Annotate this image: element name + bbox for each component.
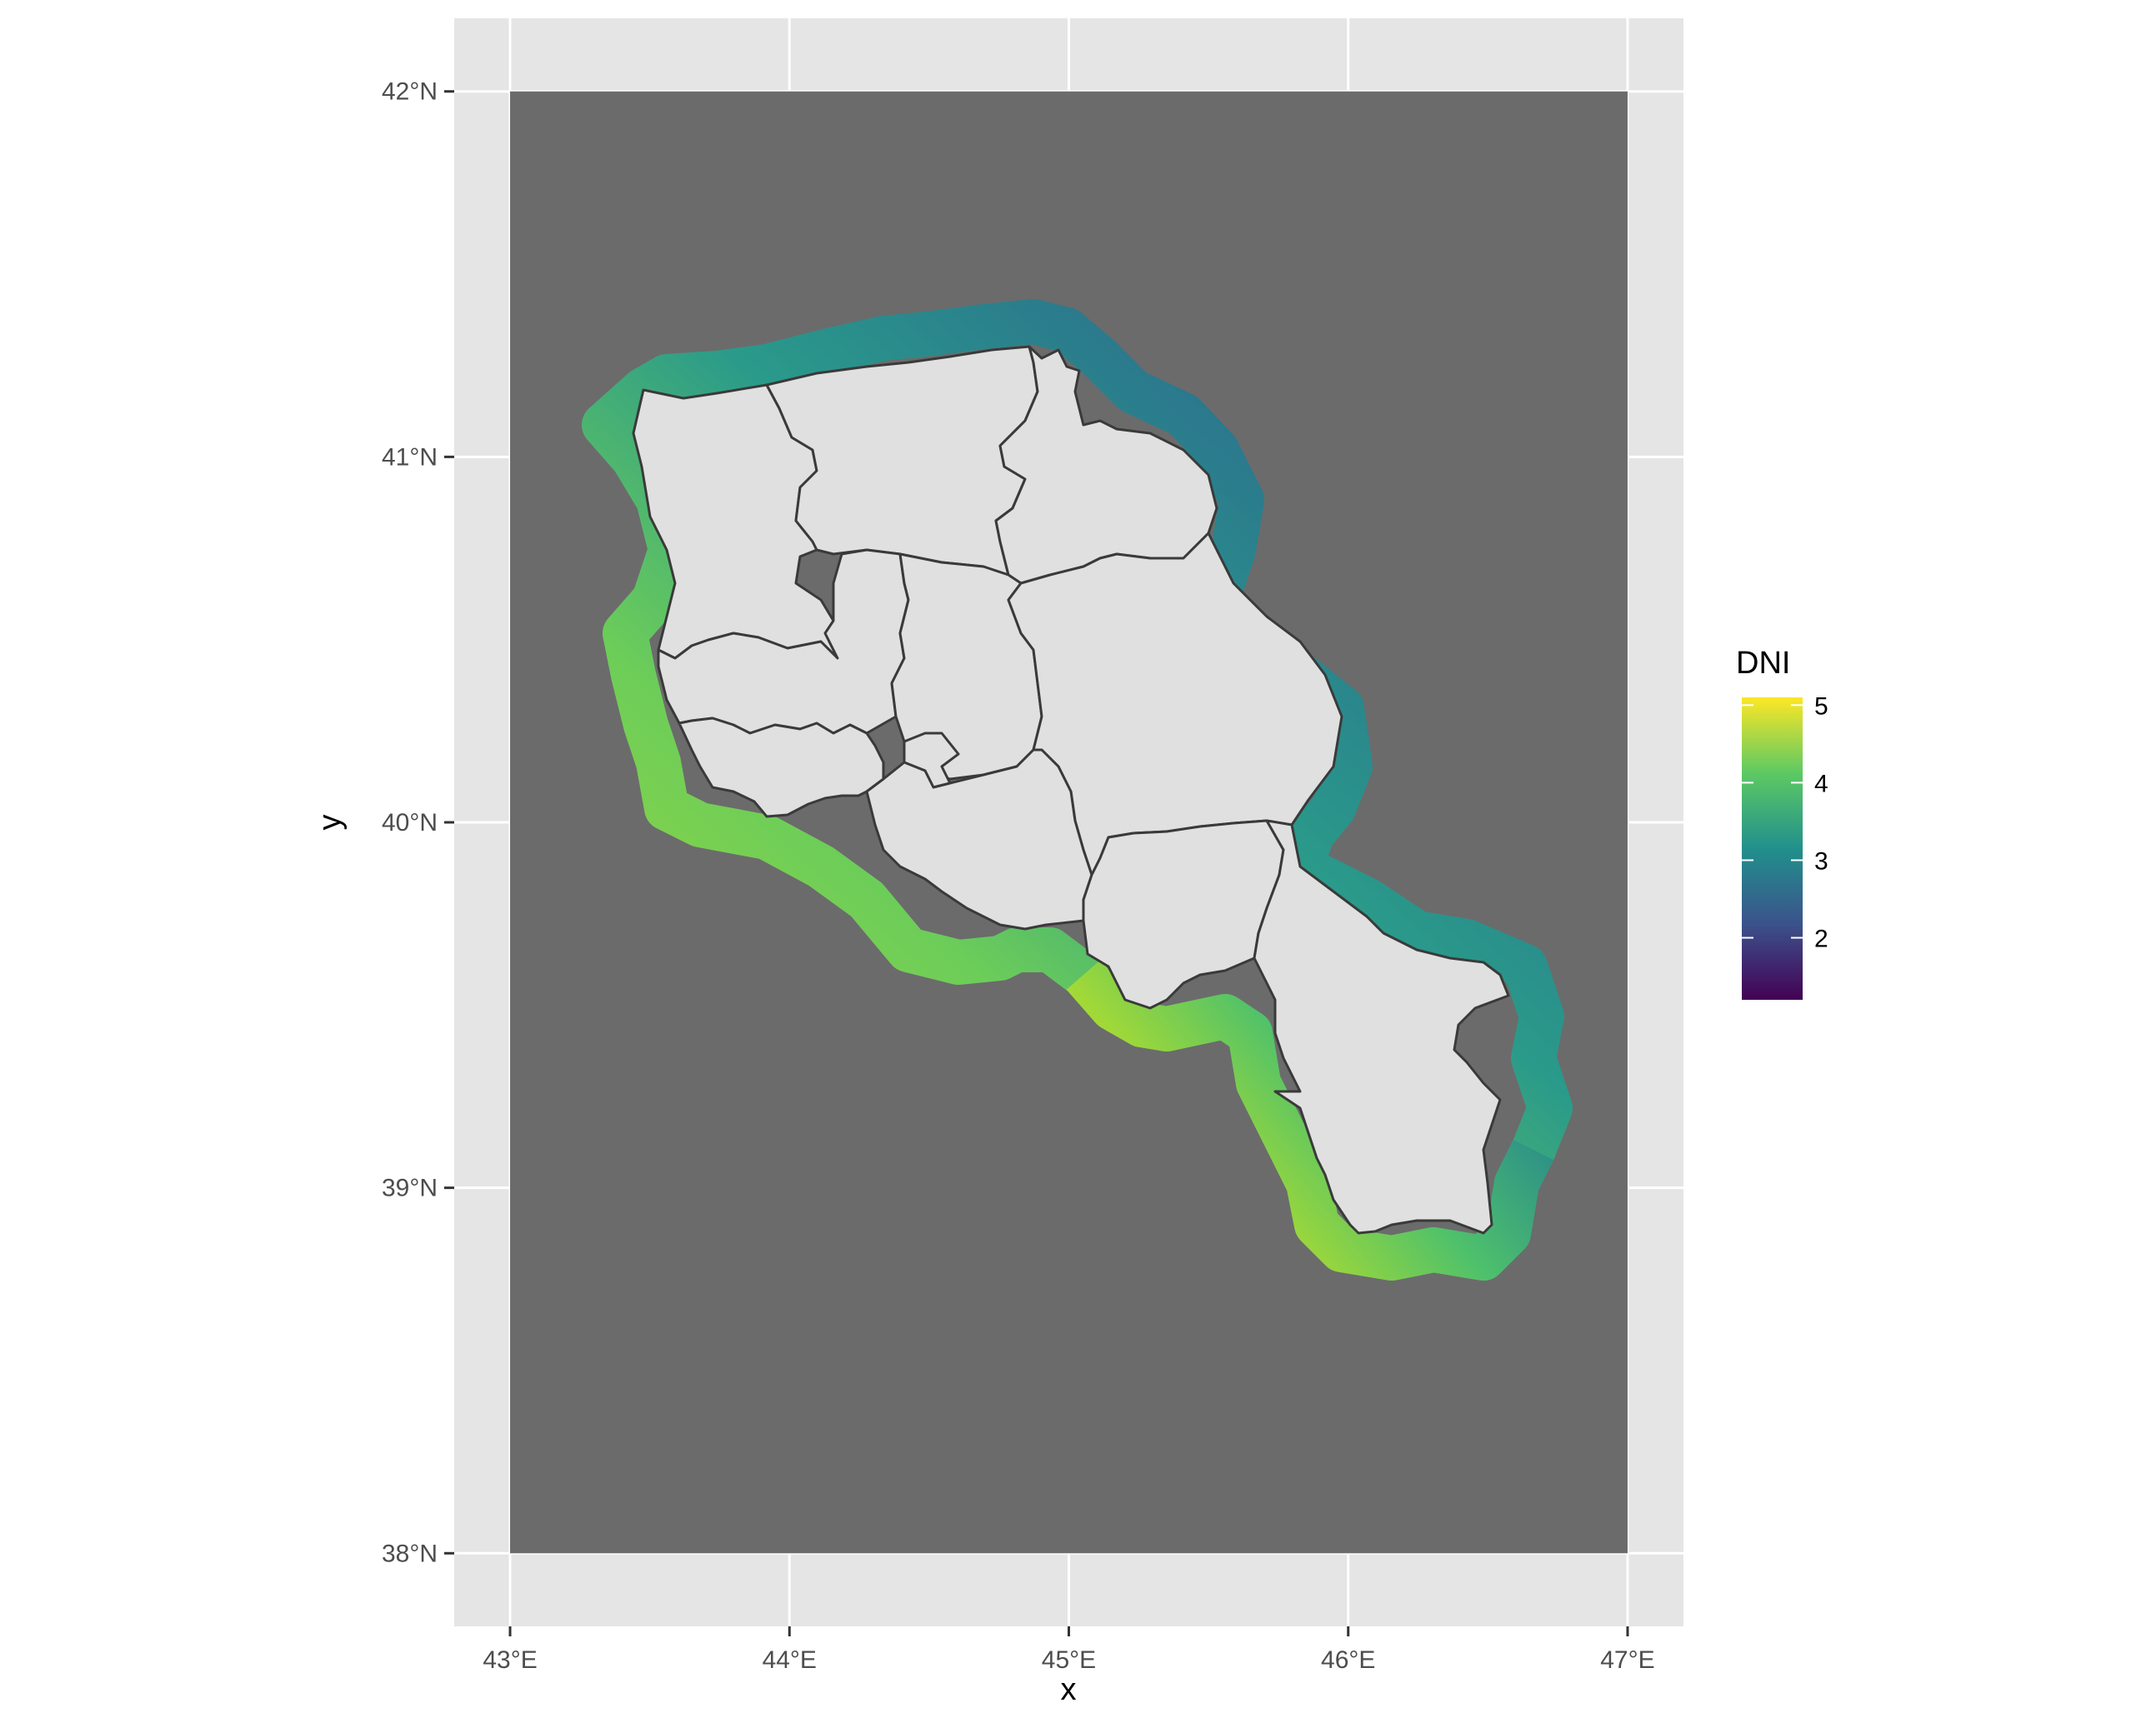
x-tick-label-2: 45°E [1042,1646,1096,1674]
x-axis-ticks: 43°E 44°E 45°E 46°E 47°E [483,1626,1655,1674]
x-axis-title: x [1061,1672,1077,1707]
legend-colorbar [1742,697,1803,1000]
y-tick-label-3: 41°N [382,443,438,471]
x-tick-label-0: 43°E [483,1646,537,1674]
legend-label-0: 2 [1814,926,1828,953]
legend-label-2: 4 [1814,770,1828,797]
x-tick-label-4: 47°E [1600,1646,1654,1674]
x-tick-label-1: 44°E [763,1646,817,1674]
legend-label-1: 3 [1814,847,1828,875]
legend: DNI 2 3 4 5 [1736,646,1828,1000]
x-tick-label-3: 46°E [1321,1646,1375,1674]
dni-raster-ring [582,299,1573,1281]
legend-breaks: 2 3 4 5 [1742,692,1828,953]
region-syunik [1253,819,1510,1235]
dni-ring-south [1066,960,1554,1281]
region-ararat [865,748,1093,931]
y-tick-label-1: 39°N [382,1175,438,1202]
legend-label-3: 5 [1814,692,1828,720]
y-tick-label-0: 38°N [382,1540,438,1567]
legend-title: DNI [1736,646,1790,681]
y-axis-title: y [313,815,348,831]
y-tick-label-2: 40°N [382,809,438,837]
y-axis-ticks: 38°N 39°N 40°N 41°N 42°N [382,78,454,1567]
admin-regions [632,345,1510,1235]
y-tick-label-4: 42°N [382,78,438,106]
